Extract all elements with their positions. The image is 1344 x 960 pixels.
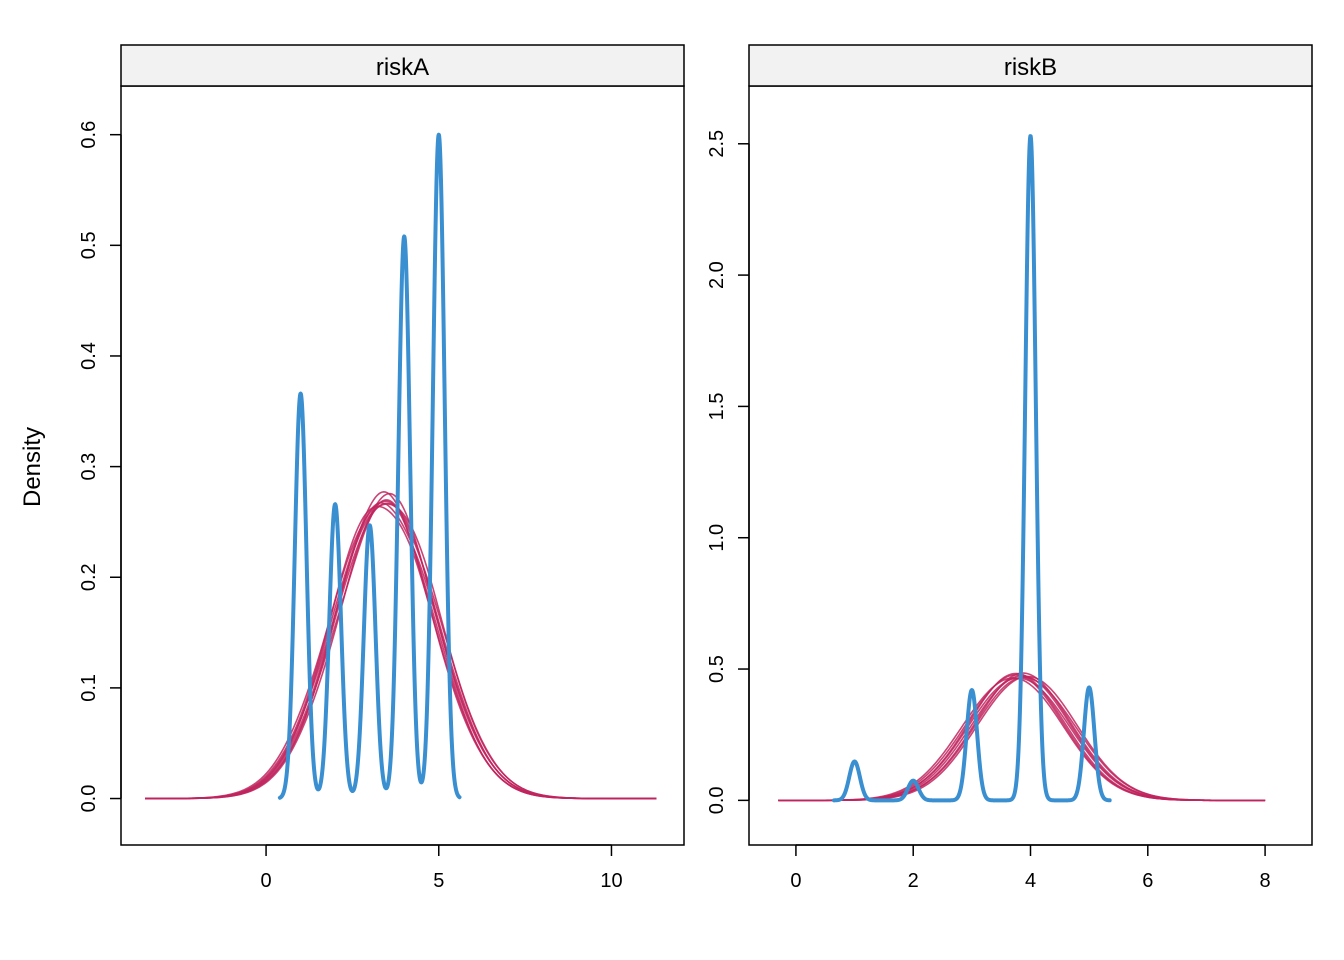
y-tick-label: 0.0 [78,785,100,813]
x-axis: 0 5 10 [261,844,623,892]
y-tick-label: 0.5 [706,655,728,683]
x-tick-label: 4 [1025,870,1036,892]
strip-header [748,44,1313,87]
x-tick-label: 0 [261,870,272,892]
x-axis: 0 2 4 6 8 [790,844,1271,892]
replicate-density-line [145,502,657,800]
y-tick-label: 1.5 [706,393,728,421]
y-axis: 0.0 0.1 0.2 0.3 0.4 0.5 0.6 [78,121,122,813]
replicate-density-line [145,502,657,800]
x-tick-label: 2 [908,870,919,892]
y-tick-label: 2.5 [706,130,728,158]
replicate-density-line [145,505,657,800]
x-tick-label: 6 [1142,870,1153,892]
x-tick-label: 8 [1260,870,1271,892]
plot-frame [748,85,1313,846]
plot-area [145,132,657,800]
x-tick-label: 5 [433,870,444,892]
observed-density-line [832,134,1112,803]
replicate-density-line [145,492,657,800]
y-axis-label: Density [19,427,46,507]
y-tick-label: 0.2 [78,563,100,591]
y-tick-label: 0.3 [78,453,100,481]
replicate-density-line [145,491,657,800]
replicate-density-line [145,499,657,800]
y-tick-label: 0.5 [78,231,100,259]
panel-title: riskB [1004,54,1057,81]
y-tick-label: 1.0 [706,524,728,552]
panel-riskB: riskB 0 2 4 6 8 0.0 0.5 1.0 1.5 2.0 2.5 [706,44,1313,892]
y-tick-label: 2.0 [706,261,728,289]
y-tick-label: 0.4 [78,342,100,370]
replicate-density-line [145,500,657,800]
plot-area [778,134,1266,803]
y-tick-label: 0.1 [78,674,100,702]
panel-riskA: riskA 0 5 10 0.0 0.1 0.2 0.3 0.4 0.5 0.6 [78,44,685,892]
x-tick-label: 0 [790,870,801,892]
y-tick-label: 0.0 [706,786,728,814]
strip-header [120,44,685,87]
y-tick-label: 0.6 [78,121,100,149]
observed-density-line [277,132,462,800]
plot-frame [120,85,685,846]
y-axis: 0.0 0.5 1.0 1.5 2.0 2.5 [706,130,750,814]
replicate-density-line [145,503,657,800]
x-tick-label: 10 [600,870,622,892]
panel-title: riskA [376,54,429,81]
